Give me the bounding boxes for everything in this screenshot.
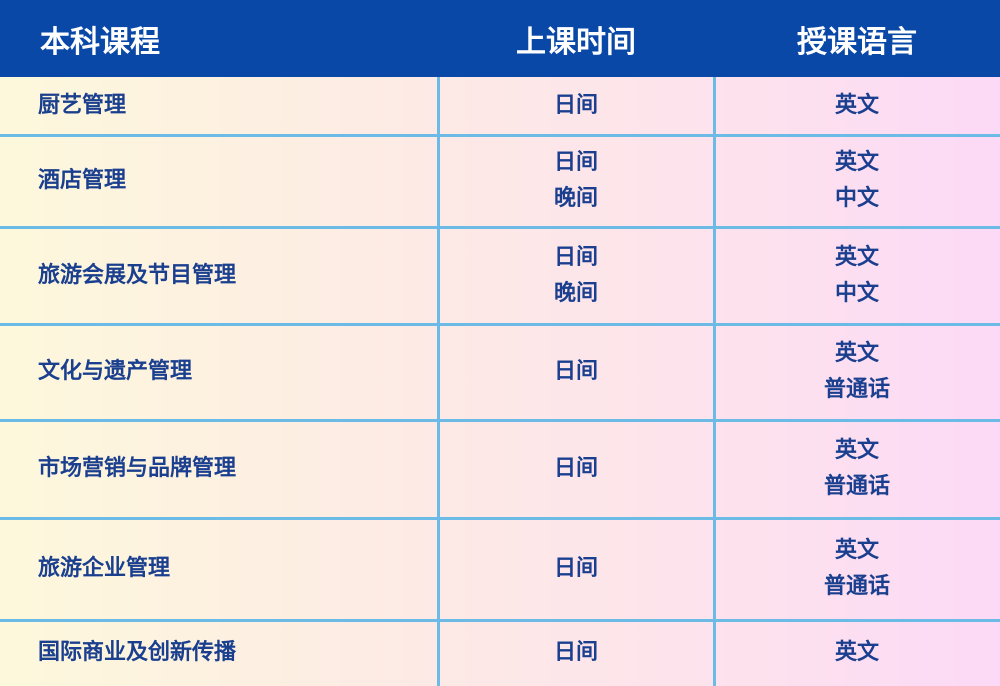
cell-text: 文化与遗产管理 bbox=[38, 359, 193, 384]
table-cell: 英文 中文 bbox=[714, 227, 1000, 324]
table-cell: 厨艺管理 bbox=[0, 77, 438, 135]
table-cell: 英文 普通话 bbox=[714, 420, 1000, 518]
cell-text: 英文 bbox=[834, 244, 879, 270]
cell-text: 中文 bbox=[834, 280, 879, 306]
cell-text: 国际商业及创新传播 bbox=[38, 640, 237, 665]
row-divider bbox=[0, 619, 1000, 622]
cell-text: 酒店管理 bbox=[38, 168, 127, 193]
cell-text: 英文 bbox=[834, 341, 879, 366]
cell-text: 日间 bbox=[553, 93, 598, 118]
header-cell: 本科课程 bbox=[40, 24, 160, 60]
table-cell: 酒店管理 bbox=[0, 135, 438, 227]
table-cell: 文化与遗产管理 bbox=[0, 324, 438, 420]
column-divider bbox=[437, 77, 440, 686]
cell-text: 英文 bbox=[834, 640, 879, 665]
cell-text: 英文 bbox=[834, 538, 879, 563]
cell-text: 英文 bbox=[834, 438, 879, 463]
table-cell: 英文 普通话 bbox=[714, 518, 1000, 620]
cell-text: 日间 bbox=[553, 556, 598, 581]
table-cell: 日间 晚间 bbox=[438, 227, 714, 324]
row-divider bbox=[0, 226, 1000, 229]
cell-text: 日间 bbox=[553, 456, 598, 481]
table-cell: 日间 bbox=[438, 77, 714, 135]
cell-text: 普通话 bbox=[823, 474, 890, 499]
table-cell: 市场营销与品牌管理 bbox=[0, 420, 438, 518]
header-cell: 上课时间 bbox=[516, 24, 636, 60]
row-divider bbox=[0, 517, 1000, 520]
table-cell: 日间 bbox=[438, 620, 714, 686]
row-divider bbox=[0, 134, 1000, 137]
table-cell: 国际商业及创新传播 bbox=[0, 620, 438, 686]
table-cell: 旅游企业管理 bbox=[0, 518, 438, 620]
cell-text: 日间 bbox=[553, 244, 598, 270]
table-cell: 日间 bbox=[438, 518, 714, 620]
cell-text: 英文 bbox=[834, 93, 879, 118]
table-cell: 日间 bbox=[438, 324, 714, 420]
cell-text: 晚间 bbox=[553, 280, 598, 306]
cell-text: 晚间 bbox=[553, 186, 598, 211]
table-cell: 旅游会展及节目管理 bbox=[0, 227, 438, 324]
table-cell: 英文 bbox=[714, 620, 1000, 686]
row-divider bbox=[0, 419, 1000, 422]
cell-text: 日间 bbox=[553, 359, 598, 384]
table-cell: 日间 晚间 bbox=[438, 135, 714, 227]
table-cell: 英文 中文 bbox=[714, 135, 1000, 227]
cell-text: 厨艺管理 bbox=[38, 93, 127, 118]
cell-text: 普通话 bbox=[823, 574, 890, 599]
cell-text: 旅游企业管理 bbox=[38, 556, 171, 581]
cell-text: 日间 bbox=[553, 640, 598, 665]
cell-text: 英文 bbox=[834, 150, 879, 175]
header-cell: 授课语言 bbox=[797, 24, 917, 60]
column-divider bbox=[713, 77, 716, 686]
table-cell: 日间 bbox=[438, 420, 714, 518]
cell-text: 旅游会展及节目管理 bbox=[38, 262, 237, 288]
row-divider bbox=[0, 323, 1000, 326]
table-header: 本科课程 上课时间 授课语言 bbox=[0, 0, 1000, 77]
cell-text: 市场营销与品牌管理 bbox=[38, 456, 237, 481]
cell-text: 普通话 bbox=[823, 377, 890, 402]
table-cell: 英文 bbox=[714, 77, 1000, 135]
cell-text: 日间 bbox=[553, 150, 598, 175]
table-cell: 英文 普通话 bbox=[714, 324, 1000, 420]
cell-text: 中文 bbox=[834, 186, 879, 211]
